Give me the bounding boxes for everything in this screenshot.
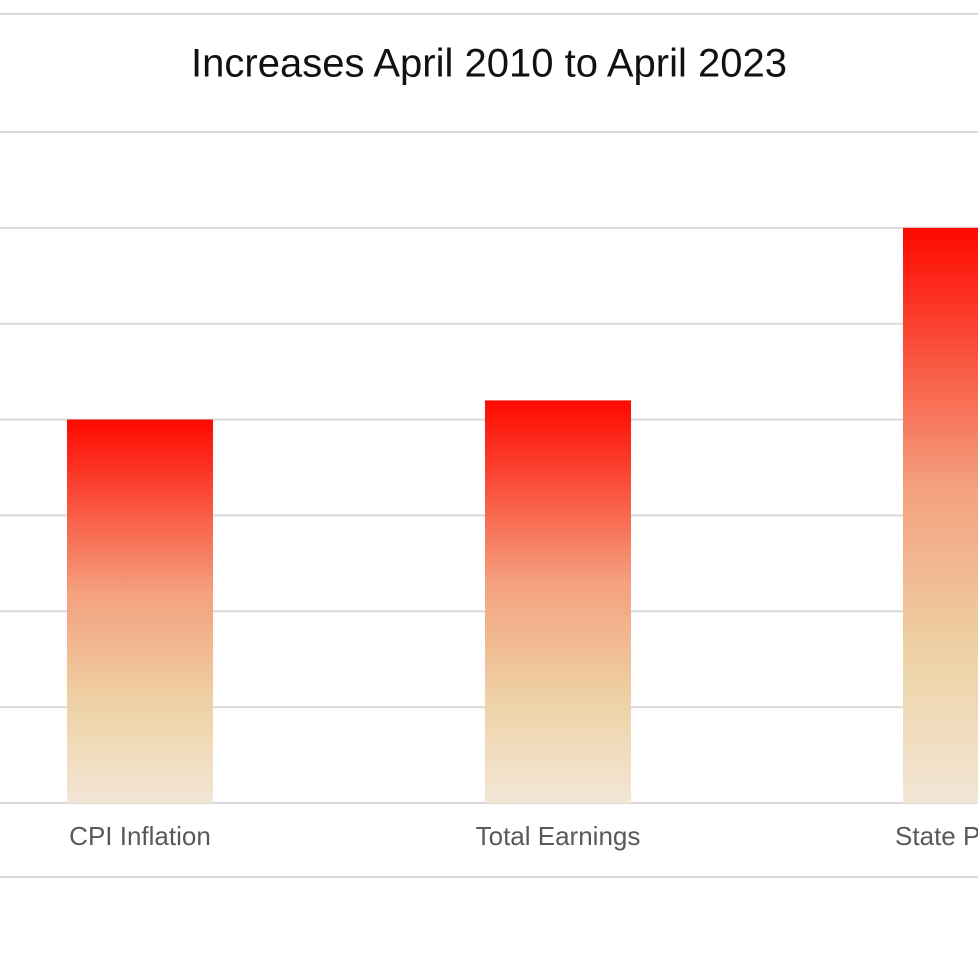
x-tick-label: State Pension bbox=[895, 821, 978, 851]
chart-title: Increases April 2010 to April 2023 bbox=[191, 42, 787, 86]
bar bbox=[485, 400, 631, 803]
x-tick-label: Total Earnings bbox=[476, 821, 641, 851]
x-tick-label: CPI Inflation bbox=[69, 821, 211, 851]
bar bbox=[67, 419, 213, 803]
bar bbox=[903, 227, 978, 803]
